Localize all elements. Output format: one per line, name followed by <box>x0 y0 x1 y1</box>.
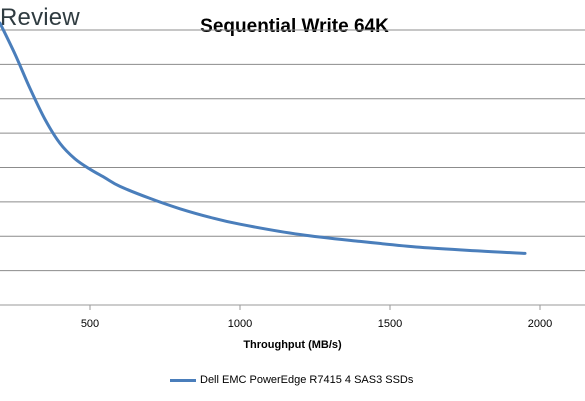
series-line-0 <box>0 21 527 255</box>
x-axis-ticks: 500 1000 1500 2000 <box>81 305 552 330</box>
series-lines <box>0 21 527 255</box>
gridlines <box>0 29 585 306</box>
x-tick-label: 1000 <box>228 318 252 330</box>
legend-swatch <box>170 378 196 382</box>
legend: Dell EMC PowerEdge R7415 4 SAS3 SSDs <box>170 374 413 386</box>
x-axis-label: Throughput (MB/s) <box>243 339 342 351</box>
x-tick-label: 500 <box>81 318 99 330</box>
brand-logo-text: Review <box>0 4 80 31</box>
chart-title: Sequential Write 64K <box>200 16 389 37</box>
x-tick-label: 2000 <box>528 318 552 330</box>
legend-label: Dell EMC PowerEdge R7415 4 SAS3 SSDs <box>200 374 414 386</box>
x-tick-label: 1500 <box>378 318 402 330</box>
